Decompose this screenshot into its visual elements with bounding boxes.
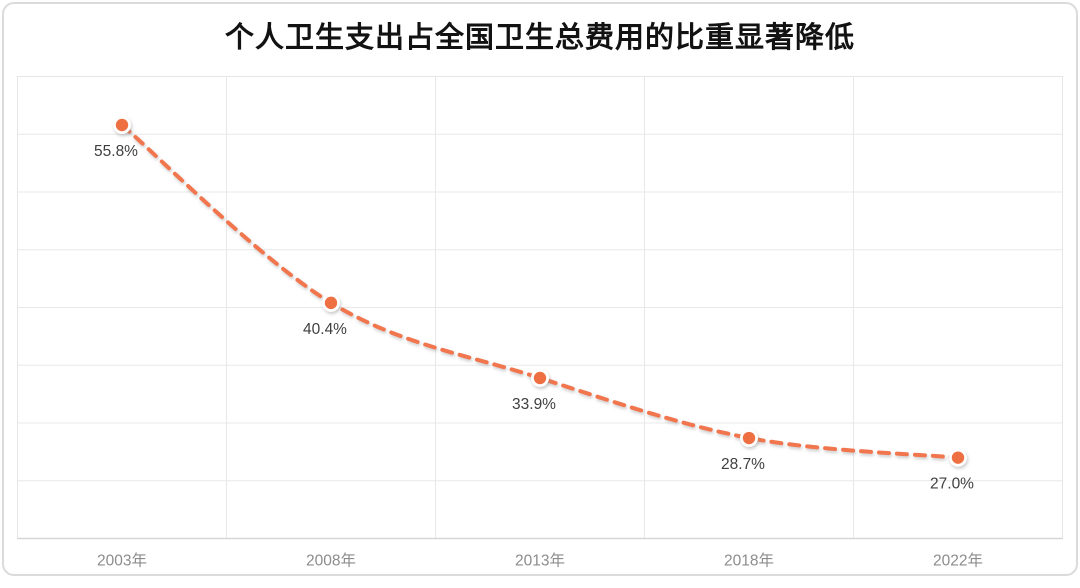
x-axis-label: 2003年 (97, 552, 147, 570)
line-chart: 55.8% 2003年 40.4% 2008年 33.9% 2013年 28.7% 2018年… (17, 76, 1063, 570)
value-label: 27.0% (930, 476, 974, 493)
marker-dot (533, 371, 547, 385)
chart-title: 个人卫生支出占全国卫生总费用的比重显著降低 (224, 22, 855, 54)
chart-card: 个人卫生支出占全国卫生总费用的比重显著降低 55.8% 2003年 40.4% 200… (2, 2, 1078, 576)
x-axis-label: 2008年 (306, 552, 356, 570)
x-axis-label: 2022年 (933, 552, 983, 570)
value-label: 40.4% (303, 321, 347, 338)
value-label: 28.7% (721, 456, 765, 473)
data-point-marker (531, 368, 549, 387)
marker-dot (324, 296, 338, 310)
data-point-marker (113, 116, 131, 135)
value-label: 55.8% (94, 143, 138, 160)
data-point-marker (740, 429, 758, 448)
marker-dot (742, 431, 756, 445)
grid (17, 76, 1063, 540)
marker-dot (115, 118, 129, 132)
data-point-marker (322, 293, 340, 312)
x-axis-label: 2018年 (724, 552, 774, 570)
value-label: 33.9% (512, 396, 556, 413)
marker-dot (951, 451, 965, 464)
data-point-marker (949, 448, 967, 467)
x-axis-label: 2013年 (515, 552, 565, 570)
